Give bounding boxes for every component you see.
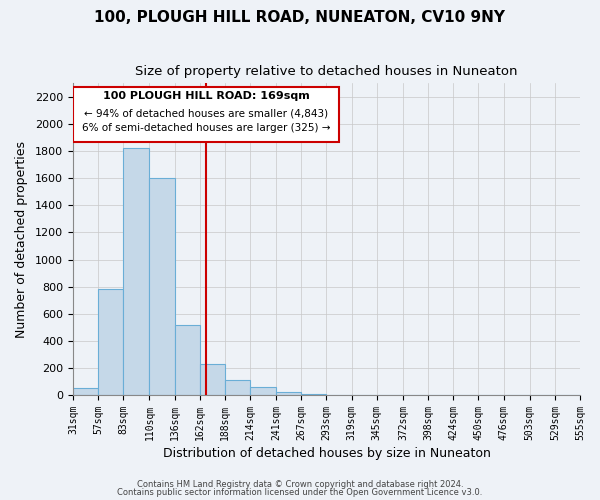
Text: ← 94% of detached houses are smaller (4,843): ← 94% of detached houses are smaller (4,… xyxy=(84,108,328,118)
Bar xyxy=(301,394,326,395)
Text: 100 PLOUGH HILL ROAD: 169sqm: 100 PLOUGH HILL ROAD: 169sqm xyxy=(103,90,310,101)
Text: 6% of semi-detached houses are larger (325) →: 6% of semi-detached houses are larger (3… xyxy=(82,124,330,134)
Bar xyxy=(149,178,175,395)
Bar xyxy=(200,364,225,395)
Text: Contains HM Land Registry data © Crown copyright and database right 2024.: Contains HM Land Registry data © Crown c… xyxy=(137,480,463,489)
Text: Contains public sector information licensed under the Open Government Licence v3: Contains public sector information licen… xyxy=(118,488,482,497)
Bar xyxy=(123,148,149,395)
Bar xyxy=(225,380,250,395)
X-axis label: Distribution of detached houses by size in Nuneaton: Distribution of detached houses by size … xyxy=(163,447,490,460)
Y-axis label: Number of detached properties: Number of detached properties xyxy=(15,140,28,338)
Bar xyxy=(250,387,276,395)
Bar xyxy=(73,388,98,395)
Bar xyxy=(98,290,123,395)
FancyBboxPatch shape xyxy=(73,88,339,142)
Bar xyxy=(175,324,200,395)
Text: 100, PLOUGH HILL ROAD, NUNEATON, CV10 9NY: 100, PLOUGH HILL ROAD, NUNEATON, CV10 9N… xyxy=(95,10,505,25)
Title: Size of property relative to detached houses in Nuneaton: Size of property relative to detached ho… xyxy=(135,65,518,78)
Bar xyxy=(276,392,301,395)
